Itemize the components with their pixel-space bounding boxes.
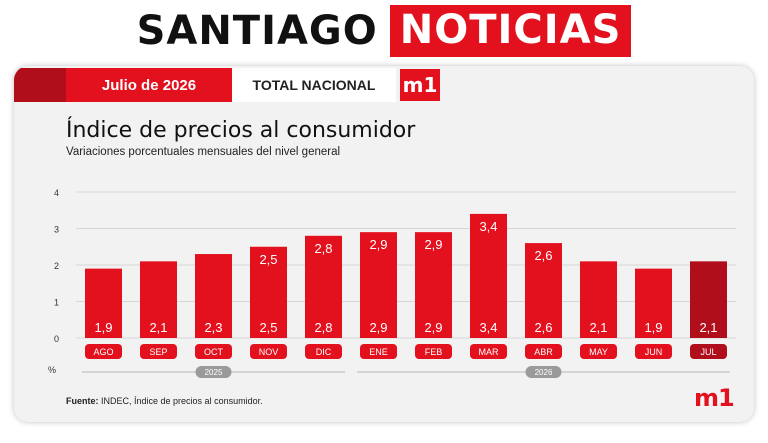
category-pill	[250, 344, 287, 359]
header-accent-block	[14, 68, 66, 102]
header-logo: m1	[400, 69, 440, 101]
bar-top-label: 2,9	[424, 237, 442, 252]
bar-top-label: 2,9	[369, 237, 387, 252]
x-tick-label: MAY	[589, 347, 608, 357]
category-pill	[415, 344, 452, 359]
year-pill	[525, 366, 562, 378]
y-tick-label: 4	[54, 188, 59, 198]
x-tick-label: ENE	[369, 347, 388, 357]
y-tick-label: 0	[54, 334, 59, 344]
bar-value-label: 2,1	[699, 320, 717, 335]
chart-subtitle: Variaciones porcentuales mensuales del n…	[66, 146, 341, 158]
category-pill	[525, 344, 562, 359]
chart-card: Julio de 2026 TOTAL NACIONAL m1 Índice d…	[14, 66, 754, 422]
category-pill	[580, 344, 617, 359]
chart-title: Índice de precios al consumidor	[66, 118, 416, 143]
bar	[635, 268, 672, 338]
bar-top-label: 2,5	[259, 252, 277, 267]
header-strip: Julio de 2026 TOTAL NACIONAL m1	[14, 68, 444, 102]
x-tick-label: NOV	[259, 347, 279, 357]
bar-value-label: 1,9	[94, 320, 112, 335]
header-scope: TOTAL NACIONAL	[232, 68, 396, 102]
x-tick-label: JUL	[700, 347, 716, 357]
x-tick-label: MAR	[479, 347, 500, 357]
year-label: 2025	[205, 368, 223, 377]
bar-top-label: 2,8	[314, 241, 332, 256]
category-pill	[140, 344, 177, 359]
y-tick-label: 2	[54, 261, 59, 271]
category-pill	[470, 344, 507, 359]
bar	[195, 254, 232, 338]
source-label: Fuente:	[66, 396, 99, 406]
category-pill	[305, 344, 342, 359]
site-name-black: SANTIAGO	[136, 8, 378, 54]
bar-value-label: 2,6	[534, 320, 552, 335]
bar	[140, 261, 177, 338]
bar-value-label: 3,4	[479, 320, 497, 335]
bar-value-label: 2,9	[424, 320, 442, 335]
y-axis-unit-label: %	[48, 365, 56, 375]
bar	[525, 243, 562, 338]
x-tick-label: DIC	[316, 347, 332, 357]
bar-value-label: 2,1	[589, 320, 607, 335]
bar	[305, 235, 342, 338]
year-pill	[195, 366, 232, 378]
bar-chart: 0 1 2 3 4% 1,9 AGO 2,1 SEP 2,3 OCT 2,5 2,5 NOV 2,8 2,8 D…	[48, 188, 736, 378]
bar-value-label: 1,9	[644, 320, 662, 335]
bar	[250, 246, 287, 338]
bar-value-label: 2,9	[369, 320, 387, 335]
category-pill	[195, 344, 232, 359]
bar	[470, 213, 507, 338]
year-label: 2026	[535, 368, 553, 377]
header-date: Julio de 2026	[66, 68, 232, 102]
category-pill	[690, 344, 727, 359]
bar-value-label: 2,1	[149, 320, 167, 335]
bar-top-label: 2,6	[534, 248, 552, 263]
bar-value-label: 2,3	[204, 320, 222, 335]
category-pill	[85, 344, 122, 359]
category-pill	[360, 344, 397, 359]
bar	[415, 232, 452, 338]
bar-value-label: 2,5	[259, 320, 277, 335]
site-name-red: NOTICIAS	[389, 5, 632, 57]
footer-logo: m1	[694, 384, 735, 412]
y-tick-label: 1	[54, 298, 59, 308]
bar	[690, 261, 727, 338]
bar-top-label: 3,4	[479, 219, 497, 234]
x-tick-label: SEP	[149, 347, 167, 357]
x-tick-label: OCT	[204, 347, 224, 357]
source-text: INDEC, Índice de precios al consumidor.	[101, 396, 263, 406]
bar	[580, 261, 617, 338]
x-tick-label: ABR	[534, 347, 553, 357]
x-tick-label: FEB	[425, 347, 443, 357]
bar-value-label: 2,8	[314, 320, 332, 335]
bar	[85, 268, 122, 338]
site-banner: SANTIAGO NOTICIAS	[0, 0, 768, 62]
bar	[360, 232, 397, 338]
category-pill	[635, 344, 672, 359]
y-tick-label: 3	[54, 225, 59, 235]
x-tick-label: AGO	[93, 347, 113, 357]
source-note: Fuente: INDEC, Índice de precios al cons…	[66, 396, 263, 406]
x-tick-label: JUN	[645, 347, 663, 357]
